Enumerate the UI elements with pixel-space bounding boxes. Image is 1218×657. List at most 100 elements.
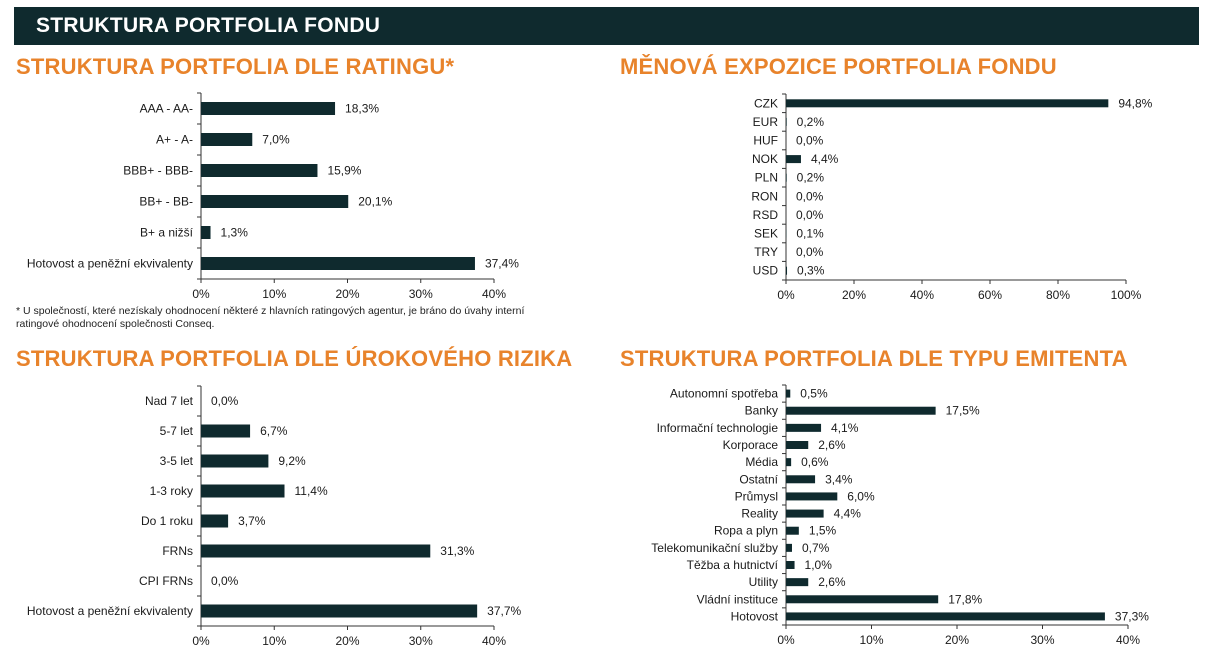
data-label: 0,2% — [797, 115, 825, 129]
rating-chart: AAA - AA- 18,3% A+ - A- 7,0% BBB+ - BBB- 15,9… — [27, 92, 519, 301]
rate-chart-title: STRUKTURA PORTFOLIA DLE ÚROKOVÉHO RIZIKA — [16, 346, 573, 371]
data-label: 4,4% — [811, 152, 839, 166]
bar — [786, 117, 787, 126]
category-label: Průmysl — [735, 489, 778, 503]
data-label: 0,0% — [796, 208, 824, 222]
bar — [786, 423, 822, 432]
category-label: Ostatní — [739, 472, 778, 486]
data-label: 0,3% — [797, 264, 825, 278]
x-tick-label: 20% — [335, 287, 359, 301]
bar — [786, 155, 801, 164]
category-label: SEK — [754, 227, 778, 241]
category-label: USD — [753, 264, 779, 278]
category-label: Hotovost — [731, 609, 779, 623]
x-tick-label: 60% — [978, 288, 1002, 302]
bar — [786, 526, 799, 535]
category-label: Banky — [745, 404, 778, 418]
category-label: BB+ - BB- — [139, 195, 193, 209]
category-label: Hotovost a peněžní ekvivalenty — [27, 257, 193, 271]
data-label: 3,4% — [825, 472, 853, 486]
x-tick-label: 20% — [945, 633, 969, 647]
bar — [786, 561, 795, 569]
x-tick-label: 10% — [859, 633, 883, 647]
rate-chart: Nad 7 let 0,0% 5-7 let 6,7% 3-5 let 9,2% 1-3 r… — [27, 385, 522, 648]
bar — [786, 578, 809, 587]
data-label: 37,7% — [487, 604, 521, 618]
bar — [786, 475, 816, 484]
data-label: 0,0% — [796, 134, 824, 148]
bar — [786, 99, 1109, 108]
category-label: Nad 7 let — [145, 394, 194, 408]
bar — [201, 454, 269, 468]
x-tick-label: 30% — [409, 287, 433, 301]
category-label: RON — [751, 189, 778, 203]
bar — [786, 595, 939, 604]
category-label: CPI FRNs — [139, 574, 193, 588]
data-label: 9,2% — [278, 454, 306, 468]
x-tick-label: 10% — [262, 634, 286, 648]
data-label: 37,3% — [1115, 609, 1149, 623]
bar — [201, 133, 253, 146]
data-label: 0,0% — [211, 574, 239, 588]
x-tick-label: 20% — [842, 288, 866, 302]
bar — [201, 226, 211, 239]
bar — [201, 514, 229, 528]
category-label: BBB+ - BBB- — [123, 164, 193, 178]
currency-chart: CZK 94,8% EUR 0,2% HUF 0,0% NOK 4,4% PLN 0,2% RON 0… — [751, 93, 1153, 302]
data-label: 0,7% — [802, 541, 830, 555]
data-label: 0,0% — [211, 394, 239, 408]
bar — [786, 389, 791, 398]
category-label: Telekomunikační služby — [651, 541, 778, 555]
bar — [786, 173, 787, 182]
x-tick-label: 0% — [777, 633, 795, 647]
bar — [201, 257, 475, 270]
data-label: 2,6% — [818, 438, 846, 452]
bar — [786, 458, 792, 467]
bar — [201, 102, 336, 115]
category-label: EUR — [753, 115, 779, 129]
x-tick-label: 30% — [1030, 633, 1054, 647]
x-tick-label: 0% — [192, 634, 210, 648]
data-label: 0,6% — [801, 455, 829, 469]
category-label: A+ - A- — [156, 133, 193, 147]
category-label: 5-7 let — [160, 424, 194, 438]
category-label: 3-5 let — [160, 454, 194, 468]
data-label: 3,7% — [238, 514, 266, 528]
bar — [786, 612, 1105, 621]
category-label: B+ a nižší — [140, 226, 194, 240]
data-label: 1,0% — [805, 558, 833, 572]
category-label: 1-3 roky — [150, 484, 193, 498]
data-label: 0,5% — [800, 387, 828, 401]
category-label: Vládní instituce — [697, 592, 779, 606]
x-tick-label: 40% — [482, 634, 506, 648]
data-label: 1,3% — [221, 226, 249, 240]
bar — [786, 406, 936, 415]
x-tick-label: 0% — [192, 287, 210, 301]
rating-chart-title: STRUKTURA PORTFOLIA DLE RATINGU* — [16, 54, 455, 79]
data-label: 94,8% — [1118, 96, 1152, 110]
issuer-chart-title: STRUKTURA PORTFOLIA DLE TYPU EMITENTA — [620, 346, 1128, 371]
bar — [786, 543, 792, 552]
category-label: Autonomní spotřeba — [670, 387, 778, 401]
bar — [201, 604, 478, 618]
category-label: PLN — [755, 171, 778, 185]
category-label: Těžba a hutnictví — [687, 558, 779, 572]
x-tick-label: 40% — [910, 288, 934, 302]
category-label: NOK — [752, 152, 778, 166]
x-tick-label: 80% — [1046, 288, 1070, 302]
x-tick-label: 100% — [1111, 288, 1142, 302]
x-tick-label: 0% — [777, 288, 795, 302]
data-label: 11,4% — [295, 484, 328, 498]
category-label: TRY — [754, 245, 778, 259]
bar — [201, 544, 431, 558]
x-tick-label: 20% — [335, 634, 359, 648]
data-label: 0,2% — [797, 171, 825, 185]
data-label: 1,5% — [809, 524, 837, 538]
data-label: 15,9% — [327, 164, 361, 178]
page-title: STRUKTURA PORTFOLIA FONDU — [36, 14, 381, 37]
bar — [786, 266, 788, 275]
category-label: Hotovost a peněžní ekvivalenty — [27, 604, 193, 618]
category-label: Reality — [741, 507, 778, 521]
category-label: RSD — [753, 208, 779, 222]
category-label: Média — [745, 455, 778, 469]
